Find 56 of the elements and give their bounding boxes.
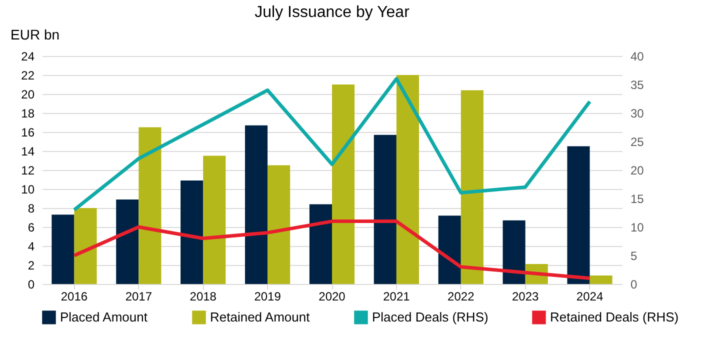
y2-tick-label: 25 (630, 135, 644, 149)
bar (590, 275, 612, 284)
y2-tick-label: 5 (630, 249, 638, 263)
y-tick-label: 10 (21, 182, 35, 196)
x-tick-label: 2016 (60, 290, 88, 304)
y2-tick-label: 35 (630, 78, 644, 92)
x-tick-label: 2019 (254, 290, 282, 304)
y-tick-label: 20 (21, 88, 35, 102)
bar (116, 199, 139, 284)
bar (396, 75, 419, 284)
x-tick-label: 2017 (125, 290, 152, 304)
chart-title: July Issuance by Year (254, 4, 410, 21)
bar (309, 204, 332, 284)
y-tick-label: 24 (21, 50, 35, 64)
legend-label: Retained Amount (210, 309, 310, 324)
bar (460, 90, 484, 284)
bar (52, 214, 74, 284)
x-tick-label: 2018 (190, 290, 217, 304)
bar (374, 134, 396, 284)
line-series (72, 77, 592, 212)
y-tick-label: 18 (21, 106, 35, 120)
legend-label: Retained Deals (RHS) (550, 309, 679, 324)
y2-tick-label: 30 (630, 106, 644, 120)
legend-label: Placed Deals (RHS) (372, 309, 488, 324)
bar (567, 146, 590, 284)
bar (268, 165, 290, 284)
bar (438, 216, 461, 284)
y-tick-label: 12 (21, 164, 35, 178)
y2-tick-label: 40 (630, 50, 644, 64)
y-tick-label: 16 (21, 126, 35, 140)
x-tick-label: 2021 (383, 290, 410, 304)
y-tick-label: 0 (28, 278, 35, 292)
x-tick-label: 2022 (448, 290, 475, 304)
bar (245, 125, 268, 284)
legend-label: Placed Amount (60, 309, 148, 324)
y-tick-label: 14 (21, 144, 35, 158)
bar (138, 127, 162, 284)
y-tick-label: 6 (28, 220, 35, 234)
y-tick-label: 4 (28, 240, 35, 254)
bar (74, 208, 97, 284)
y-tick-label: 2 (28, 258, 35, 272)
y-tick-label: 8 (28, 202, 35, 216)
y-axis-title: EUR bn (10, 26, 60, 42)
x-tick-label: 2020 (318, 290, 346, 304)
bar (180, 180, 204, 284)
bar (502, 220, 526, 284)
x-tick-label: 2023 (512, 290, 540, 304)
y2-tick-label: 20 (630, 164, 644, 178)
y2-tick-label: 0 (630, 278, 638, 292)
y2-tick-label: 15 (630, 192, 644, 206)
bar (332, 84, 355, 284)
y-tick-label: 22 (21, 68, 35, 82)
x-tick-label: 2024 (576, 290, 604, 304)
bar (203, 156, 226, 284)
y2-tick-label: 10 (630, 220, 644, 234)
line-series (72, 220, 592, 280)
